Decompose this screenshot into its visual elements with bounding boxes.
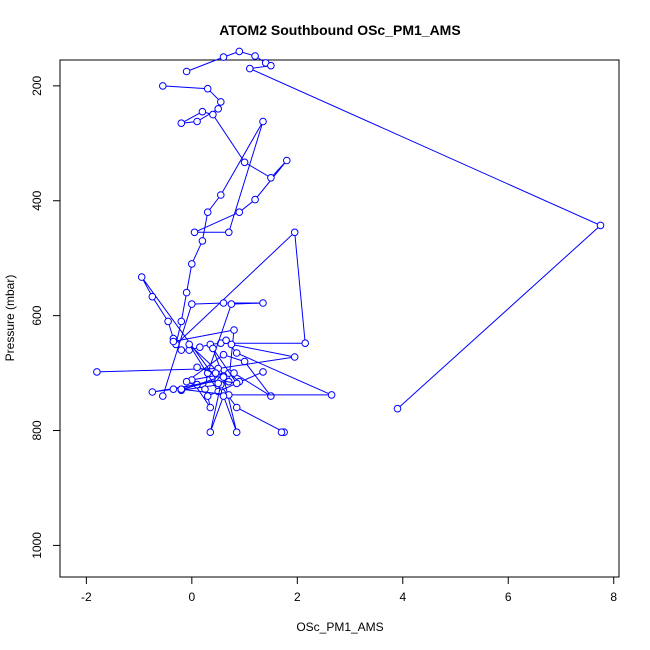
data-point (277, 428, 286, 437)
data-point (185, 340, 193, 349)
data-point (198, 237, 207, 245)
data-point (227, 340, 236, 349)
y-tick-label: 600 (30, 305, 44, 325)
data-point (259, 299, 267, 307)
data-point (251, 52, 259, 60)
data-point (206, 403, 215, 412)
data-point (219, 299, 228, 307)
data-point (177, 346, 186, 354)
data-point (259, 368, 267, 376)
data-point (267, 61, 275, 70)
data-point (251, 195, 259, 204)
series-layer (93, 47, 605, 437)
data-point (301, 339, 310, 348)
data-point (148, 292, 157, 301)
plot-frame (59, 59, 620, 578)
y-tick-label: 200 (30, 76, 44, 96)
data-point (148, 388, 157, 396)
data-point (206, 428, 215, 437)
data-point (232, 428, 241, 437)
data-point (217, 191, 225, 199)
x-axis: -2 0 2 4 6 8 (81, 576, 617, 604)
data-point (214, 105, 222, 113)
data-point (169, 337, 178, 346)
data-point (327, 391, 336, 399)
x-tick-label: 2 (294, 590, 301, 604)
data-point (188, 260, 196, 268)
data-point (235, 47, 244, 56)
x-tick-label: 4 (399, 590, 406, 604)
data-point (225, 228, 233, 237)
series-line (186, 50, 602, 410)
data-point (219, 350, 228, 359)
data-point (164, 317, 172, 326)
x-tick-label: 6 (505, 590, 512, 604)
chart-title: ATOM2 Southbound OSc_PM1_AMS (219, 22, 460, 38)
x-tick-label: 8 (610, 590, 617, 604)
data-point (232, 379, 241, 388)
data-point (182, 377, 191, 386)
data-point (190, 228, 199, 237)
data-point (219, 53, 228, 61)
data-point (219, 392, 228, 400)
data-point (196, 343, 204, 352)
data-point (246, 64, 254, 73)
data-point (182, 67, 191, 76)
data-point (159, 392, 167, 400)
data-point (182, 288, 191, 297)
data-point (222, 336, 230, 345)
y-tick-label: 800 (30, 420, 44, 440)
data-point (193, 363, 201, 372)
y-tick-label: 1000 (30, 532, 44, 559)
data-point (203, 84, 212, 93)
data-point (193, 117, 201, 126)
data-point (137, 273, 146, 281)
data-point (211, 369, 220, 377)
data-point (214, 379, 222, 388)
data-point (203, 392, 212, 400)
y-axis: 200 400 600 800 1000 (30, 76, 61, 559)
data-point (209, 110, 217, 119)
data-point (596, 221, 605, 230)
data-point (203, 208, 212, 216)
data-point (230, 326, 238, 334)
data-point (232, 403, 241, 412)
data-point (188, 300, 196, 308)
data-point (169, 385, 178, 394)
data-point (93, 368, 101, 376)
data-point (198, 107, 207, 116)
data-point (393, 404, 402, 413)
data-point (177, 317, 186, 326)
data-point (290, 228, 299, 237)
x-tick-label: -2 (81, 590, 92, 604)
y-tick-label: 400 (30, 190, 44, 210)
data-point (227, 300, 236, 308)
data-point (232, 349, 241, 357)
data-point (290, 353, 299, 361)
y-axis-label: Pressure (mbar) (3, 275, 17, 362)
data-point (159, 82, 167, 90)
x-tick-label: 0 (188, 590, 195, 604)
x-axis-label: OSc_PM1_AMS (296, 620, 383, 634)
data-point (267, 392, 275, 400)
data-point (283, 156, 291, 165)
data-point (235, 208, 244, 216)
data-point (259, 117, 267, 126)
data-point (219, 373, 228, 381)
data-point (209, 344, 217, 353)
data-point (177, 385, 186, 394)
data-point (267, 174, 275, 182)
data-point (230, 369, 238, 377)
data-point (217, 98, 225, 106)
data-point (240, 158, 249, 167)
data-point (177, 119, 186, 127)
